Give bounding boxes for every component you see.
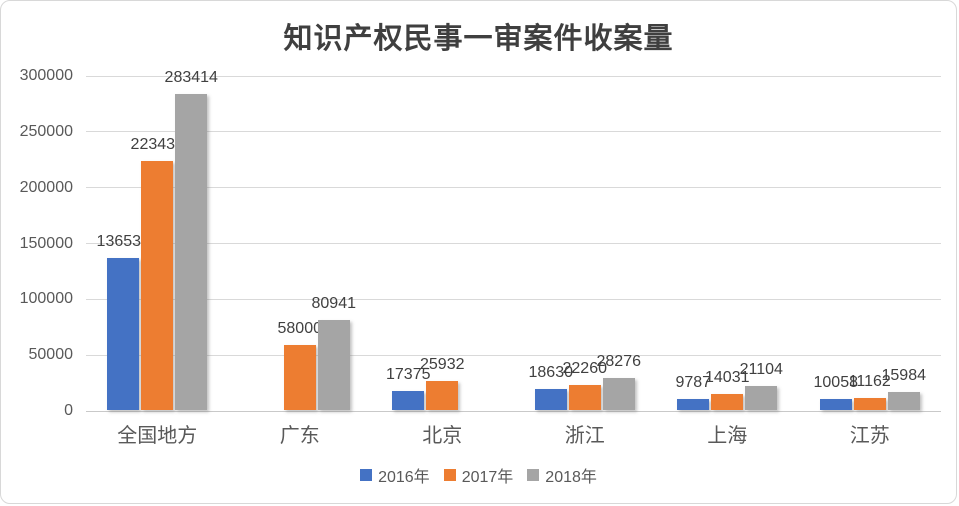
bar-2018年-全国地方 [175,93,208,410]
y-tick-label: 200000 [19,178,73,196]
legend-label: 2018年 [545,469,597,486]
data-label-2018年-全国地方: 283414 [164,68,218,86]
gridline [86,298,941,300]
y-tick-label: 150000 [19,234,73,252]
legend-item-2016年: 2016年 [360,463,430,487]
legend-swatch-icon [443,469,456,481]
bar-2017年-上海 [711,394,744,410]
y-tick-label: 100000 [19,290,73,308]
plot-area: 136534 17375 18630 9787 10058 223437 58000 2593… [86,69,941,412]
bar-2017年-浙江 [568,385,601,410]
x-tick-label-上海: 上海 [707,425,748,447]
data-label-2017年-广东: 58000 [277,320,323,338]
data-label-2017年-全国地方: 223437 [130,135,184,153]
bar-2017年-广东 [283,345,316,410]
y-tick-label: 0 [64,402,73,419]
gridline [86,354,941,356]
y-tick-label: 300000 [19,67,73,84]
legend-swatch-icon [360,469,373,481]
data-label-2016年-全国地方: 136534 [96,232,150,250]
legend-label: 2017年 [461,469,514,486]
bar-2017年-全国地方 [141,160,174,410]
data-label-2017年-浙江: 22260 [562,360,608,378]
gridline [86,75,941,77]
bar-2017年-北京 [426,381,459,410]
bar-2018年-江苏 [887,392,920,410]
legend-label: 2016年 [378,469,430,486]
bar-2016年-上海 [677,399,710,410]
data-label-2018年-浙江: 28276 [596,353,642,371]
bar-2018年-广东 [317,319,350,410]
x-tick-label-江苏: 江苏 [849,425,890,447]
legend-swatch-icon [527,469,540,481]
gridline [86,243,941,244]
x-axis-line [86,410,941,412]
chart-title: 知识产权民事一审案件收案量 [283,23,674,55]
x-tick-label-全国地方: 全国地方 [117,425,198,447]
bar-2017年-江苏 [853,397,886,410]
data-label-2017年-江苏: 11162 [848,372,891,390]
data-label-2016年-浙江: 18630 [528,364,574,382]
data-label-2018年-江苏: 15984 [881,367,927,385]
y-tick-label: 50000 [28,346,74,364]
gridline [86,187,941,189]
legend-item-2018年: 2018年 [527,463,597,487]
bar-2016年-江苏 [819,398,852,410]
bar-2016年-浙江 [534,389,567,410]
data-label-2018年-广东: 80941 [311,294,357,312]
x-tick-label-浙江: 浙江 [564,425,605,447]
bar-2016年-全国地方 [107,257,140,410]
data-label-2016年-江苏: 10058 [813,373,859,391]
data-label-2016年-上海: 9787 [675,374,712,392]
legend: 2016年 2017年 2018年 [1,463,956,487]
x-tick-label-广东: 广东 [279,425,320,447]
bar-2016年-北京 [392,390,425,410]
legend-item-2017年: 2017年 [443,463,514,487]
x-tick-label-北京: 北京 [422,425,463,447]
data-label-2017年-上海: 14031 [705,369,750,387]
bar-2018年-上海 [745,386,778,410]
data-label-2017年-北京: 25932 [420,356,465,374]
bar-2018年-浙江 [602,378,635,410]
data-label-2018年-上海: 21104 [739,361,783,379]
y-tick-label: 250000 [19,122,73,140]
gridline [86,131,941,133]
data-label-2016年-北京: 17375 [386,365,431,383]
